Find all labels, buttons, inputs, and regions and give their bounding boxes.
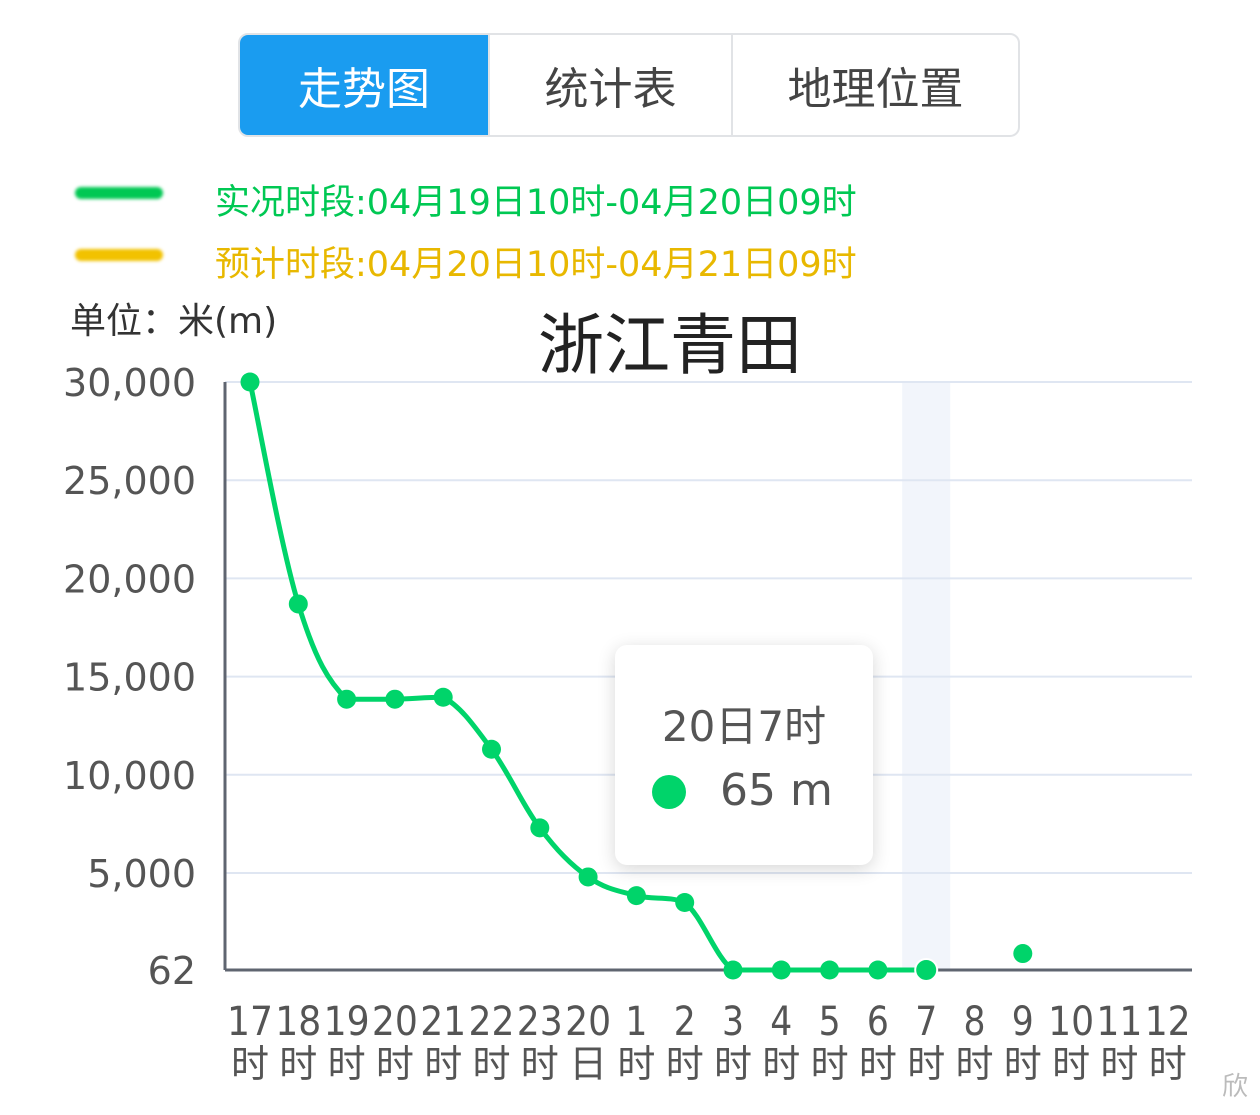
x-tick-label-unit: 时 <box>521 1042 559 1086</box>
tooltip-title: 20日7时 <box>661 702 827 751</box>
y-tick-label: 30,000 <box>63 361 196 405</box>
x-tick-label: 3 <box>722 999 744 1045</box>
x-tick-label: 9 <box>1012 999 1034 1045</box>
data-point <box>914 957 939 982</box>
x-tick-label: 21 <box>420 999 466 1045</box>
y-tick-label: 20,000 <box>63 557 196 601</box>
data-point <box>868 960 888 980</box>
x-tick-label: 7 <box>915 999 937 1045</box>
data-point <box>723 960 743 980</box>
legend-forecast-swatch <box>75 249 163 261</box>
data-point <box>530 818 550 838</box>
x-tick-label-unit: 时 <box>1149 1042 1187 1086</box>
x-tick-label-unit: 时 <box>762 1042 800 1086</box>
data-point <box>482 739 501 759</box>
x-tick-label: 2 <box>674 999 696 1045</box>
data-point <box>675 892 695 912</box>
x-tick-label-unit: 时 <box>1052 1042 1090 1086</box>
y-axis-unit-label: 单位：米(m) <box>70 301 278 342</box>
data-point <box>578 867 598 887</box>
data-point <box>771 960 791 980</box>
x-tick-label: 4 <box>770 999 792 1045</box>
tab-geo-location[interactable]: 地理位置 <box>731 35 1018 135</box>
data-tooltip: 20日7时 65 m <box>615 645 873 865</box>
x-tick-label-unit: 时 <box>1100 1042 1138 1086</box>
series-line <box>247 381 927 973</box>
data-point <box>385 689 405 709</box>
y-tick-label: 5,000 <box>87 852 196 896</box>
data-point <box>1013 944 1033 964</box>
x-tick-label-unit: 时 <box>472 1042 510 1086</box>
x-tick-label-unit: 时 <box>617 1042 655 1086</box>
x-tick-label-unit: 时 <box>424 1042 462 1086</box>
legend-actual: 实况时段:04月19日10时-04月20日09时 <box>75 168 857 223</box>
data-point <box>240 372 260 392</box>
x-tick-label-unit: 时 <box>328 1042 366 1086</box>
x-tick-label-unit: 时 <box>859 1042 897 1086</box>
x-tick-label-unit: 时 <box>231 1042 269 1086</box>
tooltip-series-dot <box>652 775 686 809</box>
x-tick-label-unit: 时 <box>279 1042 317 1086</box>
x-tick-label: 20 <box>565 999 611 1045</box>
x-tick-label: 17 <box>227 999 273 1045</box>
x-tick-label-unit: 时 <box>955 1042 993 1086</box>
legend-actual-text: 实况时段:04月19日10时-04月20日09时 <box>215 183 857 223</box>
legend-actual-swatch <box>75 187 163 199</box>
x-tick-label: 12 <box>1145 999 1191 1045</box>
tab-statistics-table[interactable]: 统计表 <box>488 35 731 135</box>
data-point <box>337 689 357 709</box>
y-tick-label: 62 <box>148 949 196 993</box>
x-tick-label: 1 <box>625 999 647 1045</box>
watermark: 欣 <box>1222 1072 1249 1102</box>
x-tick-label-unit: 时 <box>714 1042 752 1086</box>
data-point <box>433 687 453 707</box>
x-tick-label: 22 <box>469 999 515 1045</box>
x-tick-label: 6 <box>867 999 889 1045</box>
x-tick-label: 8 <box>964 999 986 1045</box>
x-tick-label-unit: 时 <box>811 1042 849 1086</box>
x-tick-label: 20 <box>372 999 418 1045</box>
y-tick-label: 25,000 <box>63 459 196 503</box>
x-tick-label-unit: 时 <box>907 1042 945 1086</box>
tab-trend-chart[interactable]: 走势图 <box>240 35 488 135</box>
x-tick-label-unit: 时 <box>376 1042 414 1086</box>
legend-forecast-text: 预计时段:04月20日10时-04月21日09时 <box>215 245 857 285</box>
tooltip-value: 65 m <box>720 765 833 816</box>
x-tick-label: 11 <box>1096 999 1142 1045</box>
chart-title: 浙江青田 <box>538 307 802 384</box>
legend-forecast: 预计时段:04月20日10时-04月21日09时 <box>75 230 857 285</box>
x-tick-label: 19 <box>324 999 370 1045</box>
x-tick-label-unit: 日 <box>569 1042 607 1086</box>
y-tick-label: 10,000 <box>63 754 196 798</box>
data-point <box>626 886 646 906</box>
x-tick-label: 5 <box>819 999 841 1045</box>
x-tick-label-unit: 时 <box>666 1042 704 1086</box>
view-tabs: 走势图 统计表 地理位置 <box>238 33 1020 137</box>
data-point <box>820 960 840 980</box>
data-point <box>288 594 308 614</box>
y-tick-label: 15,000 <box>63 656 196 700</box>
x-tick-label: 10 <box>1048 999 1094 1045</box>
x-tick-label: 23 <box>517 999 563 1045</box>
x-tick-label-unit: 时 <box>1004 1042 1042 1086</box>
x-tick-label: 18 <box>275 999 321 1045</box>
